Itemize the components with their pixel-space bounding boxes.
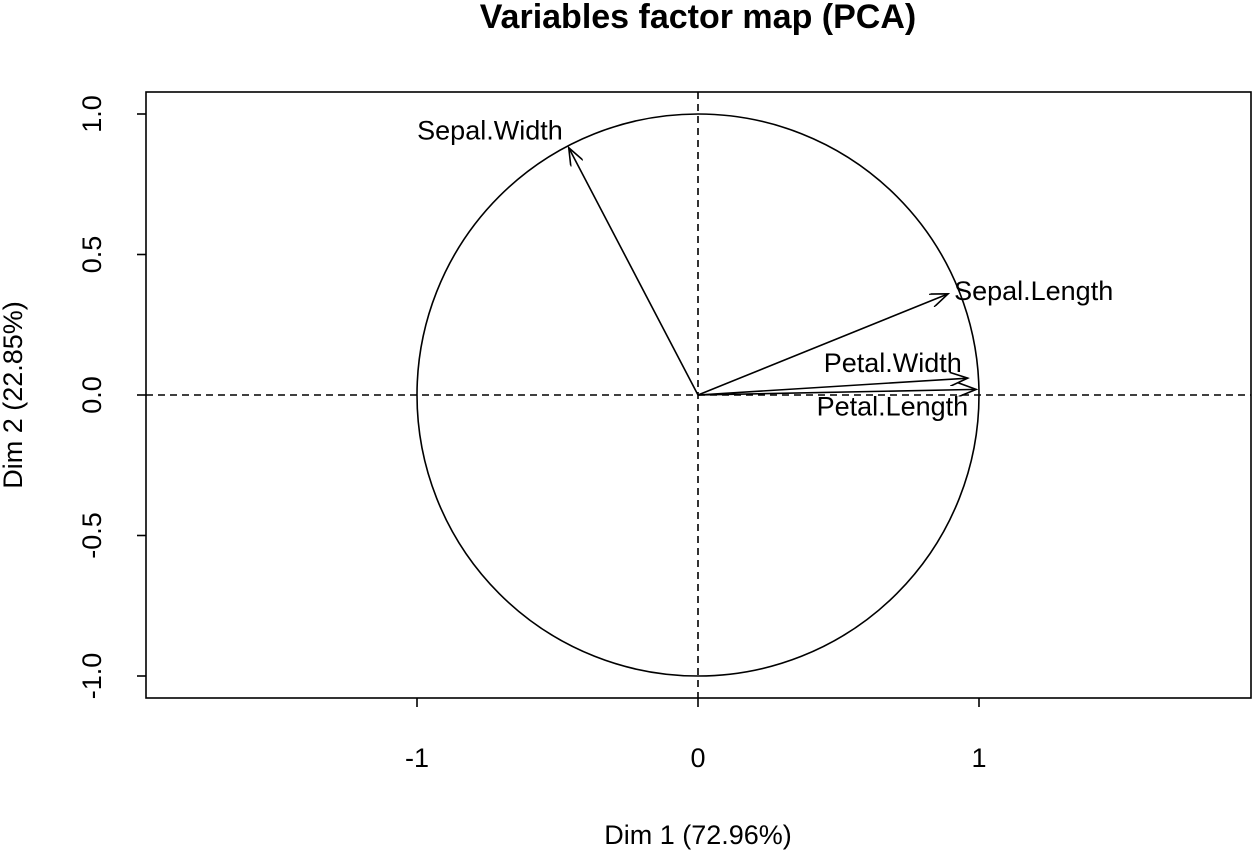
x-tick-label: 0 xyxy=(690,743,705,773)
y-tick-label: 1.0 xyxy=(77,95,107,133)
label-sepal-width: Sepal.Width xyxy=(417,116,563,146)
arrow-sepal-length xyxy=(697,294,948,396)
y-tick-label: -1.0 xyxy=(77,653,107,700)
correlation-circle xyxy=(416,113,980,677)
arrow-petal-length xyxy=(697,389,976,395)
arrow-sepal-width xyxy=(569,148,699,396)
x-tick-label: 1 xyxy=(971,743,986,773)
label-petal-width: Petal.Width xyxy=(824,348,962,378)
plot-layer: Sepal.Length Sepal.Width Petal.Length Petal… xyxy=(146,92,1251,698)
chart-title: Variables factor map (PCA) xyxy=(480,0,916,36)
x-tick-label: -1 xyxy=(405,743,429,773)
arrow-petal-width xyxy=(697,378,968,396)
y-tick-label: 0.5 xyxy=(77,236,107,274)
label-petal-length: Petal.Length xyxy=(817,391,969,421)
label-sepal-length: Sepal.Length xyxy=(954,276,1113,306)
y-tick-label: -0.5 xyxy=(77,512,107,559)
axis-layer: -1 0 1 -1.0 -0.5 0.0 0.5 1.0 xyxy=(77,95,987,773)
y-tick-label: 0.0 xyxy=(77,376,107,414)
y-axis-label: Dim 2 (22.85%) xyxy=(0,301,28,489)
x-axis-label: Dim 1 (72.96%) xyxy=(604,820,792,850)
